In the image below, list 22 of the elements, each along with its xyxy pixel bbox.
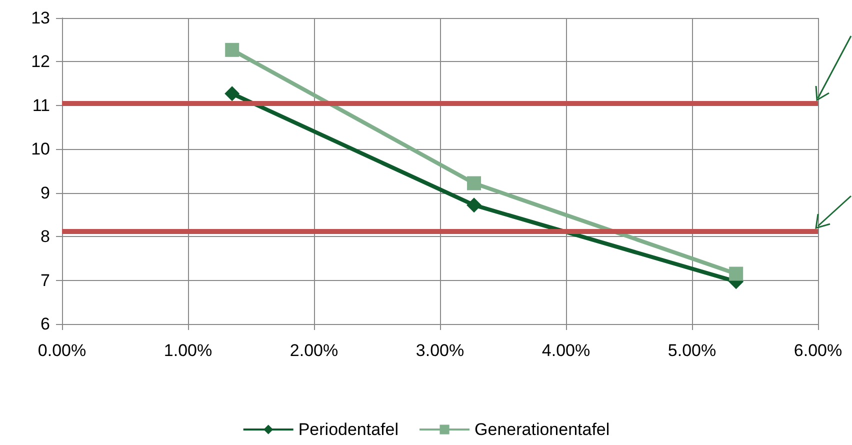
x-tick-label: 5.00% [668,341,716,360]
point [225,42,240,57]
x-tick-label: 3.00% [416,341,464,360]
point [466,198,482,213]
legend-label: Generationentafel [474,420,610,439]
x-tick-label: 6.00% [794,341,842,360]
x-tick-label: 0.00% [38,341,86,360]
y-tick-label: 13 [31,8,50,28]
point [729,266,744,281]
point [467,176,482,190]
y-tick-label: 12 [31,52,50,72]
legend-label: Periodentafel [298,420,399,439]
y-tick-label: 8 [40,227,50,246]
y-tick-label: 6 [40,314,50,334]
y-tick-label: 7 [40,270,50,290]
point [224,86,240,102]
x-tick-label: 4.00% [542,341,590,360]
y-tick-label: 9 [40,183,50,202]
y-tick-label: 10 [31,140,50,159]
x-tick-label: 1.00% [164,341,212,360]
x-tick-label: 2.00% [290,341,338,360]
y-tick-label: 11 [32,96,50,115]
